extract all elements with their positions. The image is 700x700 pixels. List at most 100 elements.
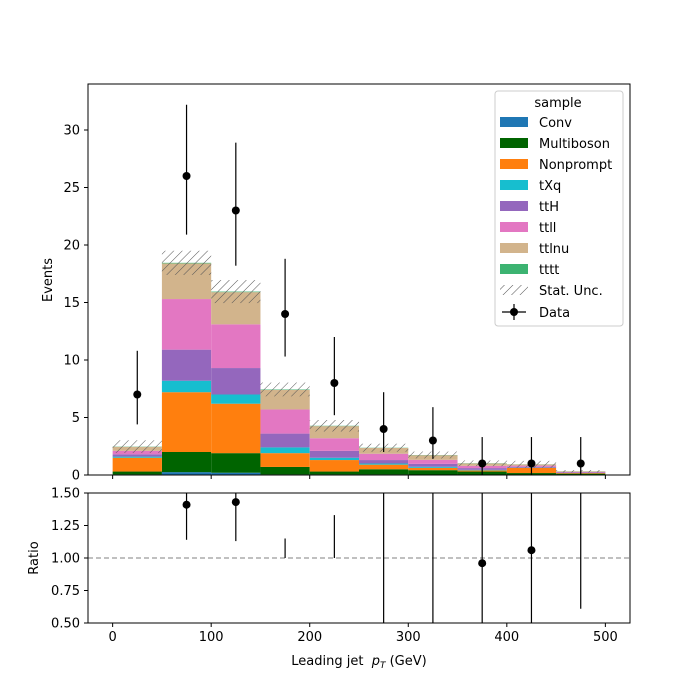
bar-txq-bin-4 [309,457,359,461]
bottom-ytick-label-0.75: 0.75 [51,584,80,599]
bar-multiboson-bin-5 [359,469,409,475]
data-point-9 [576,459,585,468]
bar-tth-bin-0 [112,454,162,457]
data-point-6 [428,436,437,445]
top-plot-frame [87,83,631,476]
legend-items: Conv Multiboson Nonprompt tXq ttH ttll ttlnu tt… [500,116,612,278]
bar-ttll-bin-3 [260,409,310,434]
data-points [133,104,585,475]
top-ytick-label-0: 0 [72,469,80,484]
stat-unc-bin-1 [161,250,212,275]
bar-txq-bin-3 [260,447,310,454]
bar-nonprompt-bin-2 [211,403,261,454]
bar-multiboson-bin-2 [211,453,261,473]
legend: sample Conv Multiboson Nonprompt tXq ttH ttll… [494,90,624,327]
x-axis-label-sub: T [380,661,387,671]
legend-swatch-stat-unc [500,285,528,295]
y-axis-label-events: Events [41,258,56,302]
bottom-ytick-label-1.50: 1.50 [51,487,80,502]
stat-unc-bin-3 [260,382,310,397]
bar-tth-bin-5 [359,460,409,464]
bottom-xtick-label-0: 0 [108,630,116,645]
ratio-points [182,493,582,623]
legend-label-multiboson: Multiboson [539,137,610,152]
legend-title: sample [534,96,581,111]
data-point-7 [478,459,487,468]
bar-txq-bin-2 [211,394,261,404]
bottom-y-ticks: 0.50 0.75 1.00 1.25 1.50 [51,487,88,632]
bar-multiboson-bin-1 [161,452,212,473]
legend-label-stat-unc: Stat. Unc. [539,284,603,299]
legend-label-nonprompt: Nonprompt [539,158,612,173]
bar-multiboson-bin-6 [408,470,458,475]
bottom-xtick-label-200: 200 [297,630,322,645]
bottom-xtick-label-500: 500 [593,630,618,645]
legend-swatch-tttt [500,264,528,274]
legend-label-ttlnu: ttlnu [539,242,569,257]
data-point-0 [133,390,142,399]
bottom-ytick-label-1.00: 1.00 [51,552,80,567]
bottom-xtick-label-100: 100 [199,630,224,645]
bar-multiboson-bin-0 [112,471,162,475]
legend-swatch-conv [500,117,528,127]
bar-nonprompt-bin-6 [408,467,458,471]
x-axis-label-prefix: Leading jet [291,654,371,669]
top-ytick-label-30: 30 [63,124,80,139]
bar-ttll-bin-2 [211,324,261,369]
bar-conv-bin-1 [161,472,212,475]
legend-label-tth: ttH [539,200,559,215]
bar-nonprompt-bin-0 [112,457,162,472]
bar-nonprompt-bin-1 [161,392,212,452]
bottom-ytick-label-0.50: 0.50 [51,617,80,632]
x-axis-label-var: p [371,654,380,669]
bar-tth-bin-6 [408,463,458,467]
bar-tth-bin-2 [211,368,261,395]
data-point-2 [231,206,240,215]
top-y-ticks: 0 5 10 15 20 25 30 [63,124,88,484]
x-axis-label-suffix: (GeV) [385,654,426,669]
bar-tth-bin-3 [260,433,310,448]
top-panel: 0 5 10 15 20 25 30 Events sample Conv Multiboso… [41,83,631,484]
bar-ttll-bin-4 [309,438,359,451]
legend-swatch-nonprompt [500,159,528,169]
legend-swatch-txq [500,180,528,190]
bar-txq-bin-6 [408,466,458,468]
top-ytick-label-25: 25 [63,181,80,196]
data-point-4 [330,379,339,387]
data-point-5 [379,425,388,433]
legend-swatch-ttlnu [500,243,528,253]
top-ytick-label-10: 10 [63,354,80,369]
stat-unc-bin-2 [211,280,261,304]
legend-swatch-ttll [500,222,528,232]
bar-nonprompt-bin-5 [359,464,409,470]
bar-txq-bin-1 [161,380,212,393]
legend-swatch-tth [500,201,528,211]
bar-ttll-bin-1 [161,299,212,350]
x-axis-label: Leading jet pT (GeV) [291,654,426,671]
stat-unc-bin-0 [112,440,162,453]
bottom-panel: 0.50 0.75 1.00 1.25 1.50 0 100 200 300 400 500 Ra… [27,487,631,671]
bar-nonprompt-bin-3 [260,453,310,467]
stat-unc-bin-4 [309,420,359,432]
ratio-point-6 [478,559,487,568]
bar-conv-bin-2 [211,472,261,475]
bottom-x-ticks: 0 100 200 300 400 500 [108,623,618,645]
data-point-8 [527,459,536,468]
legend-label-data: Data [539,306,570,321]
legend-label-tttt: tttt [539,263,559,278]
data-point-3 [281,310,290,318]
legend-label-ttll: ttll [539,221,556,236]
bottom-xtick-label-300: 300 [396,630,421,645]
legend-swatch-multiboson [500,138,528,148]
top-ytick-label-20: 20 [63,239,80,254]
bar-multiboson-bin-3 [260,466,310,475]
bar-ttll-bin-6 [408,459,458,464]
bottom-ytick-label-1.25: 1.25 [51,519,80,534]
bar-nonprompt-bin-4 [309,460,359,472]
ratio-point-7 [527,546,536,555]
top-ytick-label-5: 5 [72,411,80,426]
ratio-point-0 [182,500,191,509]
legend-marker-data [502,304,526,320]
top-x-ticks [112,475,606,479]
